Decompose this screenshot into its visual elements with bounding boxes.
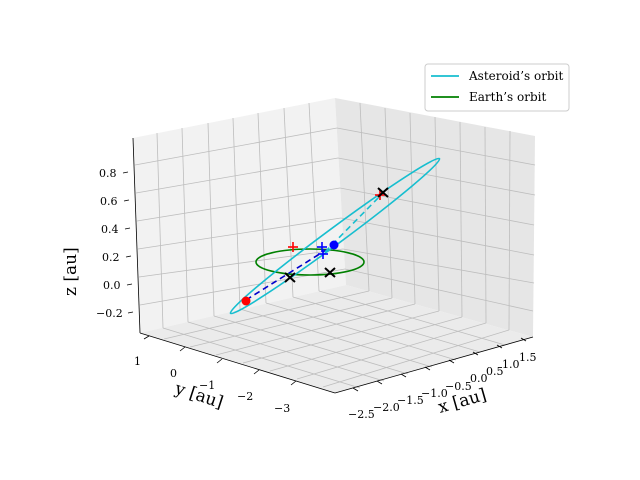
y-tick-labels: 1 0 −1 −2 −3 — [134, 355, 290, 415]
x-tick-label: −1.5 — [397, 394, 424, 407]
earth-orbit-line — [255, 248, 365, 276]
blue-plus-marker — [317, 242, 328, 259]
legend: Asteroid’s orbit Earth’s orbit — [424, 63, 570, 112]
z-tick-label: 0.0 — [103, 279, 121, 292]
x-tick-label: 0.0 — [470, 372, 488, 385]
z-tick-label: 0.8 — [99, 167, 117, 180]
black-x-marker — [284, 187, 389, 283]
x-tick-labels: −2.5 −2.0 −1.5 −1.0 −0.5 0.0 0.5 1.0 1.5 — [348, 351, 537, 421]
x-tick-label: 1.0 — [502, 358, 520, 371]
x-tick-label: −2.0 — [373, 401, 400, 414]
tick-marks — [122, 171, 527, 392]
x-tick-label: −0.5 — [445, 380, 472, 393]
y-tick-label: −1 — [199, 379, 215, 392]
x-tick-label: −1.0 — [421, 387, 448, 400]
x-tick-label: 1.5 — [519, 351, 537, 364]
legend-box — [424, 63, 570, 112]
y-tick-label: −2 — [237, 390, 253, 403]
x-tick-label: 0.5 — [486, 365, 504, 378]
z-axis-label: z [au] — [61, 247, 81, 296]
y-tick-label: −3 — [274, 402, 290, 415]
z-tick-label: 0.4 — [101, 223, 119, 236]
y-tick-label: 0 — [170, 367, 177, 380]
z-tick-labels: −0.2 0.0 0.2 0.4 0.6 0.8 — [96, 167, 123, 320]
blue-dot-marker — [329, 240, 339, 250]
z-tick-label: 0.6 — [100, 195, 118, 208]
asteroid-orbit-line — [229, 157, 441, 315]
z-tick-label: −0.2 — [96, 307, 123, 320]
legend-earth-label: Earth’s orbit — [469, 90, 546, 104]
red-dot-marker — [241, 296, 251, 306]
x-tick-label: −2.5 — [348, 408, 375, 421]
axis-edges — [132, 137, 534, 394]
y-tick-label: 1 — [134, 355, 141, 368]
z-tick-label: 0.2 — [102, 251, 120, 264]
legend-asteroid-label: Asteroid’s orbit — [468, 69, 563, 83]
dashed-line-blue — [245, 244, 335, 301]
